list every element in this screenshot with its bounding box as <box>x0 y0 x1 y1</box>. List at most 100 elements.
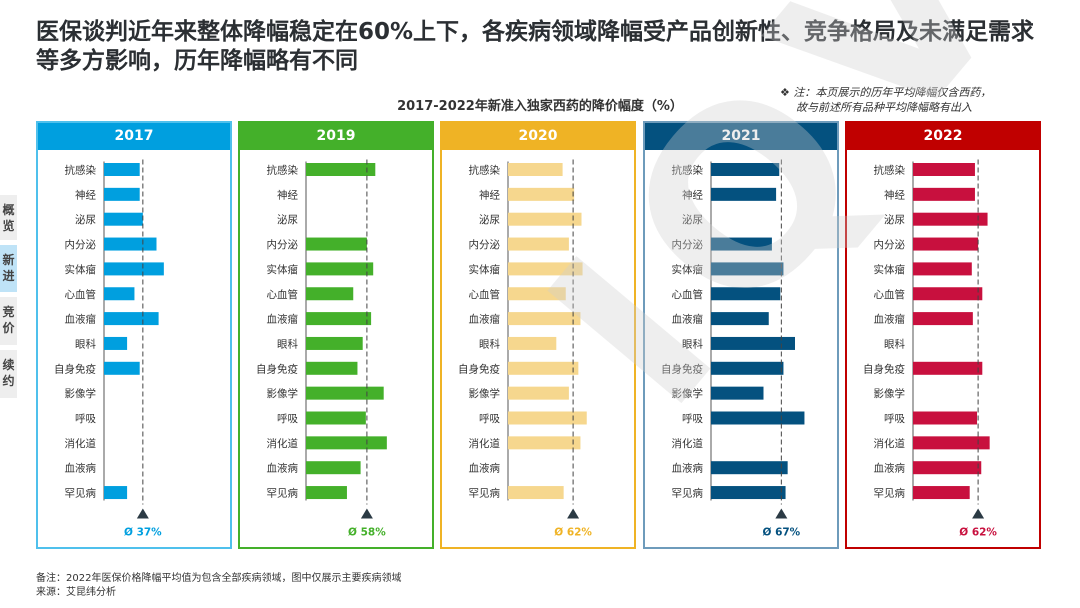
category-label: 实体瘤 <box>65 263 97 276</box>
category-label: 血液病 <box>267 462 299 475</box>
bar <box>508 486 564 500</box>
note: ❖ 注：本页展示的历年平均降幅仅含西药， 故与前述所有品种平均降幅略有出入 <box>780 85 991 115</box>
bar <box>306 336 363 350</box>
category-label: 血液病 <box>672 462 704 475</box>
bar <box>711 386 764 400</box>
category-label: 罕见病 <box>874 487 906 500</box>
bar <box>711 461 788 475</box>
bar <box>711 336 795 350</box>
sidebar-tab-overview[interactable]: 概览 <box>0 195 17 240</box>
page-title: 医保谈判近年来整体降幅稳定在60%上下，各疾病领域降幅受产品创新性、竞争格局及未… <box>36 19 1035 74</box>
category-label: 泌尿 <box>277 213 298 226</box>
bar <box>711 237 772 251</box>
bar <box>306 461 361 475</box>
category-label: 实体瘤 <box>672 263 704 276</box>
bar <box>104 262 164 276</box>
bar <box>508 287 566 301</box>
bar <box>711 411 805 425</box>
average-triangle-icon <box>567 508 580 519</box>
category-label: 泌尿 <box>75 213 96 226</box>
bar <box>306 436 387 450</box>
category-label: 泌尿 <box>682 213 703 226</box>
panel-2020: 2020 抗感染 神经 泌尿 内分泌 实体瘤 心血管 血液瘤 眼科 自身免疫 影像学 呼吸 消化道 血液病… <box>440 121 636 549</box>
footer-remark: 备注：2022年医保价格降幅平均值为包含全部疾病领域，图中仅展示主要疾病领域 <box>36 573 402 584</box>
category-label: 血液病 <box>874 462 906 475</box>
category-label: 心血管 <box>672 288 704 301</box>
bar <box>913 212 988 226</box>
panel-2019: 2019 抗感染 神经 泌尿 内分泌 实体瘤 心血管 血液瘤 眼科 自身免疫 影像学 呼吸 消化道 血液病… <box>238 121 434 549</box>
average-triangle-icon <box>775 508 788 519</box>
category-label: 抗感染 <box>874 164 906 177</box>
bar <box>104 361 140 375</box>
category-label: 神经 <box>682 188 703 201</box>
category-label: 内分泌 <box>874 238 906 251</box>
sidebar-tab-new-entry[interactable]: 新进 <box>0 245 17 292</box>
category-label: 眼科 <box>682 337 703 350</box>
category-label: 消化道 <box>672 437 704 450</box>
category-label: 实体瘤 <box>874 263 906 276</box>
bar <box>508 312 581 326</box>
category-label: 实体瘤 <box>267 263 299 276</box>
bar <box>104 163 140 176</box>
bar <box>711 262 784 276</box>
bar <box>508 212 582 226</box>
sidebar-tab-renewal[interactable]: 续约 <box>0 350 17 398</box>
category-label: 血液病 <box>469 462 501 475</box>
category-label: 影像学 <box>65 387 97 400</box>
category-label: 神经 <box>75 188 96 201</box>
category-label: 血液瘤 <box>874 313 906 326</box>
bar <box>508 361 579 375</box>
bar <box>711 312 769 326</box>
bar <box>913 461 982 475</box>
bar <box>913 262 972 276</box>
bar <box>104 187 140 201</box>
bar <box>104 336 128 350</box>
bar <box>711 163 780 176</box>
average-triangle-icon <box>136 508 149 519</box>
bar <box>508 411 587 425</box>
category-label: 泌尿 <box>884 213 905 226</box>
bar <box>306 486 347 500</box>
category-label: 自身免疫 <box>458 362 500 375</box>
bar <box>913 411 978 425</box>
bar <box>711 361 784 375</box>
bar <box>104 287 135 301</box>
bar <box>508 386 569 400</box>
bar <box>913 436 990 450</box>
category-label: 抗感染 <box>267 164 299 177</box>
category-label: 抗感染 <box>672 164 704 177</box>
category-label: 血液瘤 <box>65 313 97 326</box>
panel-header: 2017 <box>38 123 230 150</box>
category-label: 神经 <box>884 188 905 201</box>
bar <box>508 336 557 350</box>
average-label: Ø 67% <box>762 527 800 539</box>
category-label: 心血管 <box>874 288 906 301</box>
category-label: 消化道 <box>874 437 906 450</box>
category-label: 血液瘤 <box>672 313 704 326</box>
category-label: 消化道 <box>267 437 299 450</box>
bar <box>913 312 973 326</box>
category-label: 呼吸 <box>884 413 905 425</box>
category-label: 泌尿 <box>479 213 500 226</box>
category-label: 影像学 <box>267 387 299 400</box>
category-label: 自身免疫 <box>863 362 905 375</box>
bar <box>306 163 376 176</box>
sidebar-tab-bidding[interactable]: 竞价 <box>0 297 17 345</box>
bar <box>913 287 983 301</box>
bar <box>306 361 358 375</box>
bar <box>306 386 384 400</box>
bar <box>711 187 777 201</box>
category-label: 影像学 <box>874 387 906 400</box>
bar <box>711 287 781 301</box>
category-label: 罕见病 <box>65 487 97 500</box>
bar <box>913 361 983 375</box>
panel-2021: 2021 抗感染 神经 泌尿 内分泌 实体瘤 心血管 血液瘤 眼科 自身免疫 影像学 呼吸 消化道 血液病… <box>643 121 839 549</box>
bar <box>306 312 372 326</box>
bar <box>508 187 575 201</box>
category-label: 抗感染 <box>65 164 97 177</box>
category-label: 消化道 <box>469 437 501 450</box>
